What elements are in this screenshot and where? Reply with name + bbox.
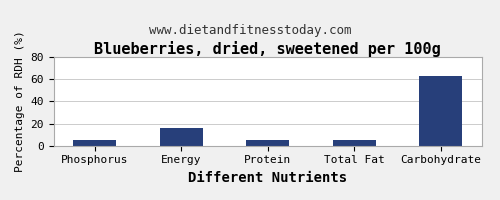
Bar [332, 140, 376, 146]
Bar [73, 140, 117, 146]
Title: Blueberries, dried, sweetened per 100g: Blueberries, dried, sweetened per 100g [94, 41, 441, 57]
Y-axis label: Percentage of RDH (%): Percentage of RDH (%) [15, 30, 25, 172]
Text: www.dietandfitnesstoday.com: www.dietandfitnesstoday.com [149, 24, 351, 37]
Bar [246, 140, 290, 146]
X-axis label: Different Nutrients: Different Nutrients [188, 171, 348, 185]
Bar [419, 76, 462, 146]
Bar [160, 128, 203, 146]
